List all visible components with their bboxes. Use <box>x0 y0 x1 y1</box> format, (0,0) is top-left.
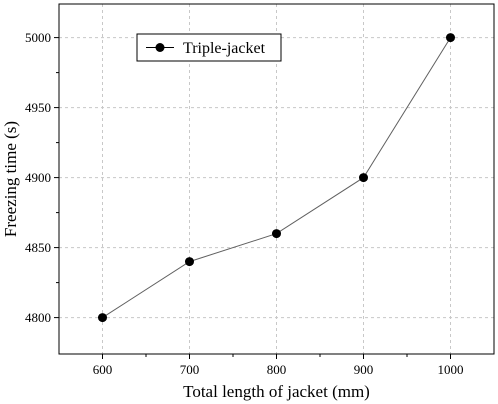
x-tick-label: 600 <box>93 362 113 377</box>
data-point <box>185 257 194 267</box>
x-tick-label: 900 <box>354 362 374 377</box>
y-tick-label: 4950 <box>25 100 51 115</box>
x-tick-labels: 600 700 800 900 1000 <box>93 362 464 377</box>
x-tick-label: 700 <box>180 362 200 377</box>
legend: Triple-jacket <box>136 33 282 62</box>
legend-label: Triple-jacket <box>183 40 266 57</box>
plot-frame <box>58 3 495 355</box>
legend-marker <box>155 43 165 52</box>
x-tick-label: 1000 <box>438 362 464 377</box>
data-point <box>272 229 281 239</box>
series-triple-jacket <box>98 33 455 323</box>
y-tick-labels: 4800 4850 4900 4950 5000 <box>25 30 51 325</box>
data-point <box>446 33 455 43</box>
legend-box <box>136 33 282 62</box>
y-tick-label: 4850 <box>25 240 51 255</box>
data-point <box>359 173 368 183</box>
y-tick-label: 4800 <box>25 310 51 325</box>
data-point <box>98 313 107 323</box>
y-axis-title: Freezing time (s) <box>1 121 20 237</box>
y-tick-label: 4900 <box>25 170 51 185</box>
y-tick-label: 5000 <box>25 30 51 45</box>
x-axis-title: Total length of jacket (mm) <box>183 382 370 401</box>
x-tick-label: 800 <box>267 362 287 377</box>
